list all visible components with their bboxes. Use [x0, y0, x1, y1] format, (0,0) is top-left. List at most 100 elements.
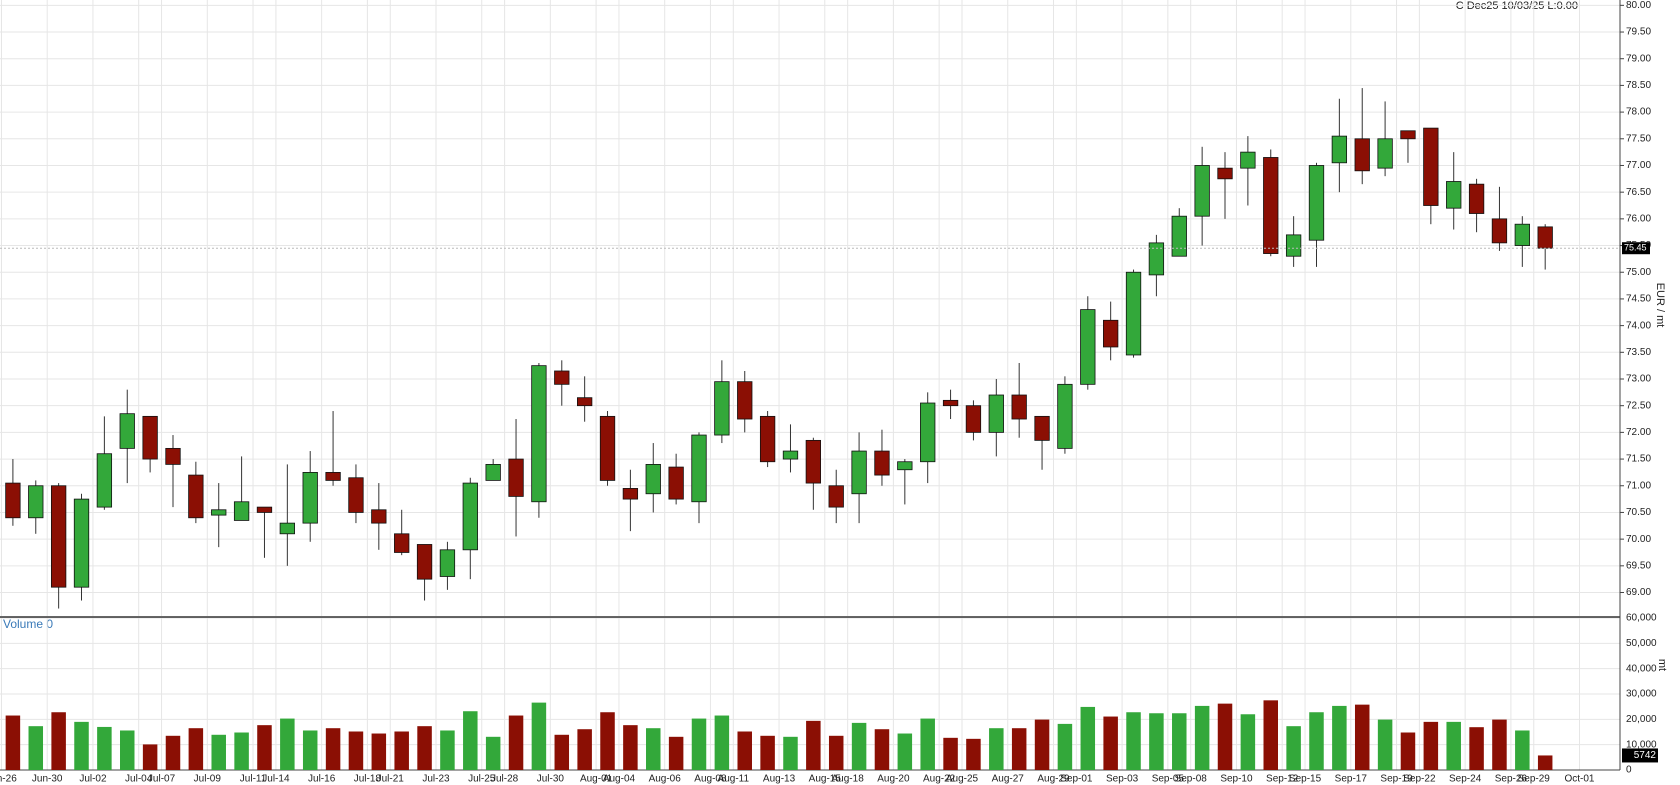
candle-body: [279, 522, 295, 535]
candle-body: [599, 415, 616, 481]
x-tick-label: Jun-30: [32, 774, 63, 785]
candle-body: [920, 402, 936, 463]
candle-body: [691, 434, 707, 503]
volume-bar: [897, 733, 913, 770]
y-tick-label: 69.00: [1626, 587, 1651, 598]
volume-bar: [325, 728, 341, 770]
x-tick-label: Aug-11: [718, 774, 750, 785]
candle-body: [1285, 234, 1302, 257]
y-tick-label: 76.50: [1626, 187, 1651, 198]
candle-body: [874, 450, 890, 476]
volume-bar: [1286, 726, 1301, 770]
candle-body: [805, 439, 821, 484]
candle-body: [1308, 165, 1325, 241]
candle-body: [73, 498, 90, 588]
volume-bar: [1423, 721, 1439, 770]
last-volume-label: 5742: [1634, 750, 1657, 761]
candle-body: [1263, 157, 1279, 254]
volume-bar: [920, 718, 935, 770]
x-tick-label: Jul-02: [79, 774, 107, 785]
candle-body: [1514, 223, 1530, 246]
candle-body: [211, 509, 227, 516]
y-tick-label: 70.50: [1626, 507, 1651, 518]
x-tick-label: Jul-18: [354, 774, 382, 785]
volume-bar: [371, 733, 387, 770]
candle-body: [668, 466, 684, 500]
volume-bar: [577, 729, 592, 770]
last-price-box: [1622, 242, 1650, 255]
candle-body: [965, 405, 982, 433]
candle-body: [188, 474, 204, 519]
y-tick-label: 0: [1626, 765, 1632, 776]
y-tick-label: 79.50: [1626, 27, 1651, 38]
volume-bar: [691, 718, 707, 770]
candle-body: [165, 447, 181, 465]
volume-bar: [668, 736, 684, 770]
candle-body: [394, 533, 410, 553]
volume-bar: [1309, 712, 1324, 770]
y-tick-label: 80.00: [1626, 0, 1651, 11]
y-tick-label: 60,000: [1626, 613, 1657, 624]
volume-bar: [302, 730, 318, 770]
volume-bar: [1172, 713, 1187, 770]
y-tick-label: 73.00: [1626, 374, 1651, 385]
y-tick-label: 69.50: [1626, 560, 1651, 571]
candle-body: [554, 370, 570, 385]
volume-bar: [165, 735, 181, 770]
x-tick-label: Sep-10: [1220, 774, 1253, 785]
x-tick-label: Aug-27: [992, 774, 1025, 785]
volume-bar: [1515, 730, 1530, 770]
x-tick-label: Jul-14: [262, 774, 290, 785]
volume-bar: [1034, 719, 1050, 770]
candle-body: [1377, 138, 1393, 169]
candle-body: [828, 485, 844, 508]
candle-body: [988, 394, 1004, 433]
x-tick-label: Jul-30: [537, 774, 565, 785]
candle-body: [96, 453, 113, 508]
candle-body: [1331, 135, 1348, 164]
volume-bar: [714, 715, 730, 770]
x-tick-label: Aug-06: [649, 774, 682, 785]
candle-body: [1011, 394, 1027, 420]
x-tick-label: Sep-08: [1175, 774, 1208, 785]
x-tick-label: Aug-22: [923, 774, 956, 785]
candle-body: [50, 485, 67, 588]
x-tick-label: Jun-26: [0, 774, 17, 785]
y-tick-label: 71.00: [1626, 480, 1651, 491]
candle-body: [1080, 309, 1096, 385]
candle-body: [1125, 271, 1142, 356]
candle-body: [714, 381, 730, 436]
x-tick-label: Sep-29: [1518, 774, 1551, 785]
candle-body: [1057, 383, 1073, 449]
volume-bar: [1537, 755, 1553, 770]
candle-body: [577, 397, 593, 407]
volume-bar: [1263, 700, 1278, 770]
candle-body: [1400, 130, 1416, 140]
volume-bar: [1057, 723, 1073, 770]
x-tick-label: Aug-18: [832, 774, 865, 785]
candle-body: [1171, 215, 1187, 257]
volume-bar: [5, 715, 21, 770]
y-tick-label: 20,000: [1626, 714, 1657, 725]
x-tick-label: Sep-19: [1380, 774, 1413, 785]
volume-bar: [1446, 721, 1461, 770]
x-tick-label: Jul-21: [377, 774, 405, 785]
y-axis-label: EUR / mt: [1654, 283, 1666, 328]
candle-body: [462, 482, 478, 551]
volume-bar: [554, 734, 570, 770]
candle-body: [1034, 415, 1050, 441]
volume-bar: [1149, 713, 1164, 770]
volume-bar: [600, 712, 615, 770]
candle-body: [348, 477, 364, 513]
candle-body: [233, 501, 250, 521]
volume-bar: [806, 720, 821, 770]
y-tick-label: 77.50: [1626, 133, 1651, 144]
x-tick-label: Sep-22: [1403, 774, 1436, 785]
volume-bar: [1011, 728, 1027, 770]
candle-body: [256, 506, 273, 513]
volume-bar: [828, 735, 844, 770]
volume-bar: [989, 728, 1004, 770]
candle-body: [782, 450, 799, 460]
candle-body: [439, 549, 456, 577]
